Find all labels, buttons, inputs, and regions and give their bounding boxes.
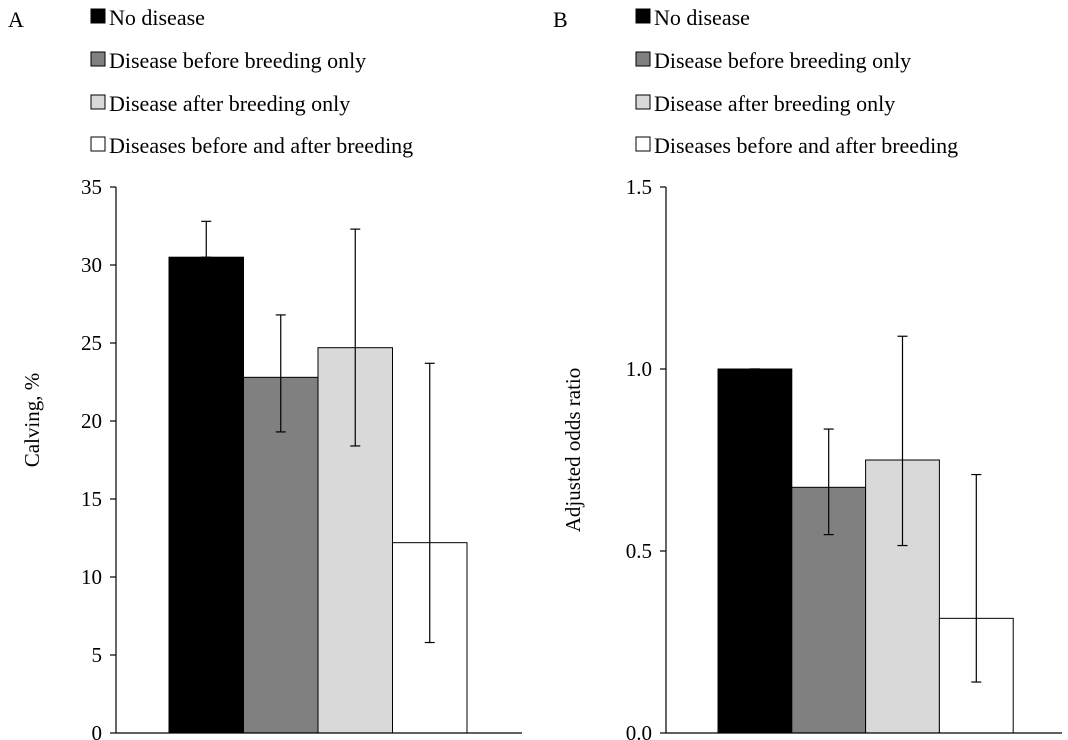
legend-a-swatch-2 (90, 94, 106, 110)
panel-a-plot: 0 5 10 15 20 25 30 35 (81, 175, 522, 740)
legend-b-swatch-1 (635, 51, 651, 67)
legend-a-swatch-1 (90, 51, 106, 67)
panel-b-plot: 0.0 0.5 1.0 1.5 (626, 175, 1062, 740)
bar-1-0 (717, 368, 793, 734)
legend-a-swatch-3 (90, 136, 106, 152)
legend-b-swatch-3 (635, 136, 651, 152)
y-tick-label-0-7: 35 (81, 175, 102, 199)
y-tick-label-0-5: 25 (81, 331, 102, 355)
panel-b-ylabel: Adjusted odds ratio (561, 368, 585, 532)
bar-0-1 (243, 376, 319, 734)
y-tick-label-0-3: 15 (81, 487, 102, 511)
panel-b-letter: B (553, 7, 568, 32)
y-tick-label-1-3: 1.5 (626, 175, 652, 199)
bar-0-0 (168, 256, 244, 734)
y-tick-label-0-0: 0 (92, 721, 103, 740)
legend-b-label-3: Diseases before and after breeding (654, 133, 958, 158)
legend-a-label-1: Disease before breeding only (109, 48, 366, 73)
legend-b-label-0: No disease (654, 5, 750, 30)
panel-b: B No disease Disease before breeding onl… (553, 5, 1062, 740)
legend-a-label-2: Disease after breeding only (109, 91, 350, 116)
y-tick-label-0-6: 30 (81, 253, 102, 277)
panel-b-legend: No disease Disease before breeding only … (635, 5, 958, 158)
legend-b-swatch-0 (635, 8, 651, 24)
panel-a-ylabel: Calving, % (20, 373, 44, 468)
y-tick-label-1-2: 1.0 (626, 357, 652, 381)
y-tick-label-1-0: 0.0 (626, 721, 652, 740)
legend-b-label-1: Disease before breeding only (654, 48, 911, 73)
y-tick-label-0-2: 10 (81, 565, 102, 589)
legend-b-label-2: Disease after breeding only (654, 91, 895, 116)
panel-a-letter: A (8, 7, 24, 32)
y-tick-label-0-4: 20 (81, 409, 102, 433)
legend-a-swatch-0 (90, 8, 106, 24)
legend-a-label-3: Diseases before and after breeding (109, 133, 413, 158)
panel-a: A No disease Disease before breeding onl… (8, 5, 522, 740)
y-tick-label-1-1: 0.5 (626, 539, 652, 563)
panel-a-legend: No disease Disease before breeding only … (90, 5, 413, 158)
legend-b-swatch-2 (635, 94, 651, 110)
legend-a-label-0: No disease (109, 5, 205, 30)
y-tick-label-0-1: 5 (92, 643, 103, 667)
